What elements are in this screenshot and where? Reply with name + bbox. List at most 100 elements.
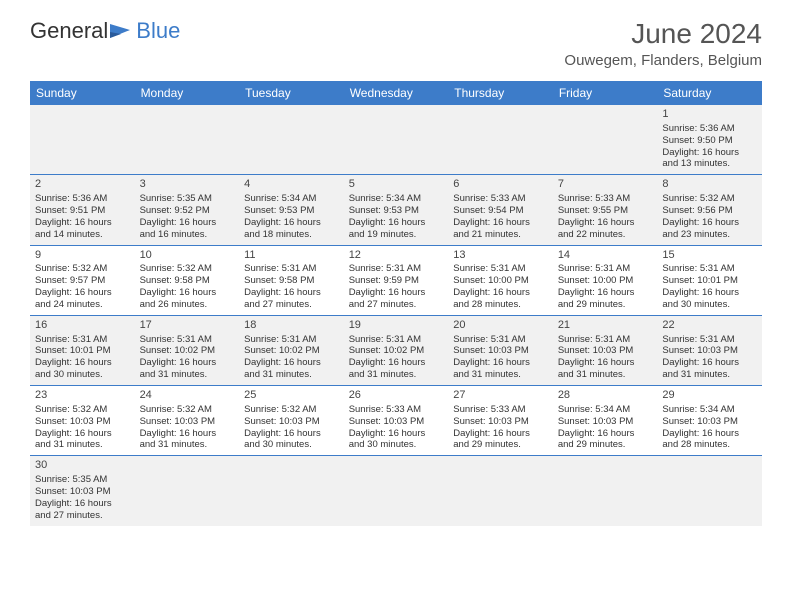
calendar-day-cell <box>448 105 553 175</box>
weekday-header: Sunday <box>30 81 135 105</box>
sunrise-text: Sunrise: 5:31 AM <box>244 263 339 275</box>
sunrise-text: Sunrise: 5:32 AM <box>140 263 235 275</box>
sunrise-text: Sunrise: 5:32 AM <box>244 404 339 416</box>
sunset-text: Sunset: 9:58 PM <box>140 275 235 287</box>
sunset-text: Sunset: 10:00 PM <box>558 275 653 287</box>
day-number: 17 <box>140 319 235 333</box>
sunrise-text: Sunrise: 5:31 AM <box>453 334 548 346</box>
weekday-header: Wednesday <box>344 81 449 105</box>
sunset-text: Sunset: 9:51 PM <box>35 205 130 217</box>
daylight-text: Daylight: 16 hours and 31 minutes. <box>140 357 235 381</box>
calendar-day-cell: 26Sunrise: 5:33 AMSunset: 10:03 PMDaylig… <box>344 386 449 456</box>
calendar-day-cell: 20Sunrise: 5:31 AMSunset: 10:03 PMDaylig… <box>448 315 553 385</box>
sunrise-text: Sunrise: 5:33 AM <box>349 404 444 416</box>
day-number: 14 <box>558 249 653 263</box>
calendar-day-cell: 16Sunrise: 5:31 AMSunset: 10:01 PMDaylig… <box>30 315 135 385</box>
sunset-text: Sunset: 10:03 PM <box>349 416 444 428</box>
sunrise-text: Sunrise: 5:32 AM <box>35 263 130 275</box>
day-number: 26 <box>349 389 444 403</box>
sunrise-text: Sunrise: 5:31 AM <box>244 334 339 346</box>
daylight-text: Daylight: 16 hours and 30 minutes. <box>662 287 757 311</box>
page-title: June 2024 <box>564 18 762 50</box>
sunrise-text: Sunrise: 5:36 AM <box>662 123 757 135</box>
calendar-day-cell: 29Sunrise: 5:34 AMSunset: 10:03 PMDaylig… <box>657 386 762 456</box>
logo-text-2: Blue <box>136 18 180 44</box>
day-number: 21 <box>558 319 653 333</box>
sunrise-text: Sunrise: 5:33 AM <box>453 404 548 416</box>
sunset-text: Sunset: 10:03 PM <box>558 345 653 357</box>
sunrise-text: Sunrise: 5:32 AM <box>35 404 130 416</box>
day-number: 23 <box>35 389 130 403</box>
sunset-text: Sunset: 9:53 PM <box>349 205 444 217</box>
day-number: 12 <box>349 249 444 263</box>
day-number: 4 <box>244 178 339 192</box>
calendar-day-cell: 30Sunrise: 5:35 AMSunset: 10:03 PMDaylig… <box>30 456 135 526</box>
sunrise-text: Sunrise: 5:33 AM <box>558 193 653 205</box>
day-number: 5 <box>349 178 444 192</box>
daylight-text: Daylight: 16 hours and 27 minutes. <box>349 287 444 311</box>
daylight-text: Daylight: 16 hours and 27 minutes. <box>35 498 130 522</box>
calendar-week-row: 30Sunrise: 5:35 AMSunset: 10:03 PMDaylig… <box>30 456 762 526</box>
calendar-day-cell: 10Sunrise: 5:32 AMSunset: 9:58 PMDayligh… <box>135 245 240 315</box>
day-number: 27 <box>453 389 548 403</box>
day-number: 19 <box>349 319 444 333</box>
calendar-day-cell: 15Sunrise: 5:31 AMSunset: 10:01 PMDaylig… <box>657 245 762 315</box>
calendar-day-cell: 27Sunrise: 5:33 AMSunset: 10:03 PMDaylig… <box>448 386 553 456</box>
sunset-text: Sunset: 10:03 PM <box>662 416 757 428</box>
sunset-text: Sunset: 9:58 PM <box>244 275 339 287</box>
daylight-text: Daylight: 16 hours and 28 minutes. <box>662 428 757 452</box>
sunrise-text: Sunrise: 5:36 AM <box>35 193 130 205</box>
sunset-text: Sunset: 10:02 PM <box>140 345 235 357</box>
daylight-text: Daylight: 16 hours and 29 minutes. <box>453 428 548 452</box>
calendar-day-cell: 7Sunrise: 5:33 AMSunset: 9:55 PMDaylight… <box>553 175 658 245</box>
calendar-day-cell <box>30 105 135 175</box>
calendar-day-cell: 24Sunrise: 5:32 AMSunset: 10:03 PMDaylig… <box>135 386 240 456</box>
calendar-day-cell: 21Sunrise: 5:31 AMSunset: 10:03 PMDaylig… <box>553 315 658 385</box>
calendar-day-cell: 14Sunrise: 5:31 AMSunset: 10:00 PMDaylig… <box>553 245 658 315</box>
day-number: 29 <box>662 389 757 403</box>
daylight-text: Daylight: 16 hours and 13 minutes. <box>662 147 757 171</box>
sunset-text: Sunset: 9:50 PM <box>662 135 757 147</box>
sunrise-text: Sunrise: 5:31 AM <box>349 263 444 275</box>
daylight-text: Daylight: 16 hours and 31 minutes. <box>244 357 339 381</box>
day-number: 8 <box>662 178 757 192</box>
day-number: 18 <box>244 319 339 333</box>
daylight-text: Daylight: 16 hours and 14 minutes. <box>35 217 130 241</box>
calendar-day-cell <box>344 105 449 175</box>
calendar-day-cell: 9Sunrise: 5:32 AMSunset: 9:57 PMDaylight… <box>30 245 135 315</box>
day-number: 30 <box>35 459 130 473</box>
title-block: June 2024 Ouwegem, Flanders, Belgium <box>564 18 762 69</box>
sunset-text: Sunset: 10:01 PM <box>35 345 130 357</box>
day-number: 9 <box>35 249 130 263</box>
calendar-week-row: 9Sunrise: 5:32 AMSunset: 9:57 PMDaylight… <box>30 245 762 315</box>
sunset-text: Sunset: 9:59 PM <box>349 275 444 287</box>
daylight-text: Daylight: 16 hours and 22 minutes. <box>558 217 653 241</box>
daylight-text: Daylight: 16 hours and 19 minutes. <box>349 217 444 241</box>
calendar-day-cell <box>344 456 449 526</box>
day-number: 11 <box>244 249 339 263</box>
calendar-day-cell: 13Sunrise: 5:31 AMSunset: 10:00 PMDaylig… <box>448 245 553 315</box>
daylight-text: Daylight: 16 hours and 30 minutes. <box>35 357 130 381</box>
sunset-text: Sunset: 10:03 PM <box>244 416 339 428</box>
sunrise-text: Sunrise: 5:31 AM <box>140 334 235 346</box>
calendar-week-row: 23Sunrise: 5:32 AMSunset: 10:03 PMDaylig… <box>30 386 762 456</box>
sunset-text: Sunset: 10:03 PM <box>453 345 548 357</box>
page-header: General Blue June 2024 Ouwegem, Flanders… <box>0 0 792 73</box>
daylight-text: Daylight: 16 hours and 24 minutes. <box>35 287 130 311</box>
day-number: 22 <box>662 319 757 333</box>
sunset-text: Sunset: 10:03 PM <box>35 486 130 498</box>
sunset-text: Sunset: 9:55 PM <box>558 205 653 217</box>
calendar-day-cell <box>657 456 762 526</box>
calendar-day-cell: 1Sunrise: 5:36 AMSunset: 9:50 PMDaylight… <box>657 105 762 175</box>
calendar-day-cell: 17Sunrise: 5:31 AMSunset: 10:02 PMDaylig… <box>135 315 240 385</box>
sunrise-text: Sunrise: 5:31 AM <box>35 334 130 346</box>
daylight-text: Daylight: 16 hours and 26 minutes. <box>140 287 235 311</box>
sunset-text: Sunset: 10:02 PM <box>244 345 339 357</box>
day-number: 25 <box>244 389 339 403</box>
sunset-text: Sunset: 9:54 PM <box>453 205 548 217</box>
sunset-text: Sunset: 9:53 PM <box>244 205 339 217</box>
daylight-text: Daylight: 16 hours and 29 minutes. <box>558 428 653 452</box>
day-number: 7 <box>558 178 653 192</box>
calendar-day-cell <box>553 105 658 175</box>
day-number: 3 <box>140 178 235 192</box>
